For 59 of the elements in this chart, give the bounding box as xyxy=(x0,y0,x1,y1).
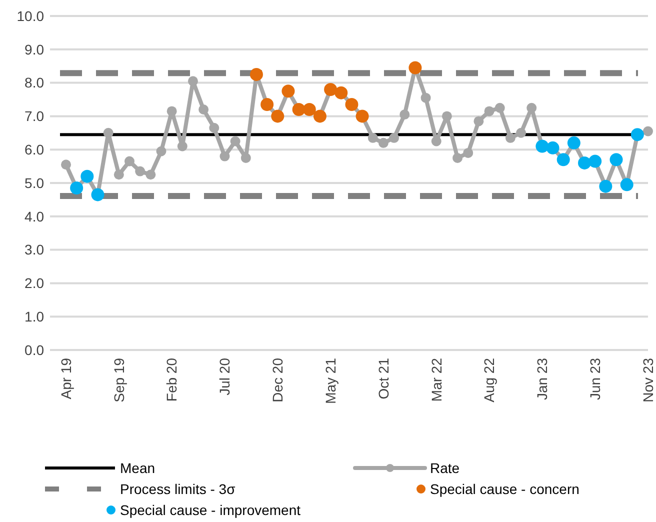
point xyxy=(494,102,505,113)
point xyxy=(452,152,463,163)
point xyxy=(124,156,134,166)
y-tick-label: 4.0 xyxy=(24,208,44,224)
x-tick-label: Apr 19 xyxy=(58,358,74,400)
x-tick-label: Jul 20 xyxy=(216,358,233,396)
y-tick-label: 0.0 xyxy=(24,342,44,358)
point xyxy=(526,102,537,113)
x-tick-label: Jun 23 xyxy=(586,358,603,400)
x-tick-label: Oct 21 xyxy=(375,358,392,400)
point xyxy=(61,160,71,170)
point xyxy=(420,92,431,103)
y-tick-label: 8.0 xyxy=(24,74,44,91)
point xyxy=(166,106,177,116)
legend-label: Special cause - concern xyxy=(430,480,580,497)
point xyxy=(209,122,220,133)
x-tick-label: May 21 xyxy=(322,358,338,404)
point xyxy=(400,110,410,120)
point xyxy=(103,128,114,138)
y-tick-label: 1.0 xyxy=(24,308,44,324)
point xyxy=(643,126,653,136)
y-tick-label: 3.0 xyxy=(24,242,44,258)
point xyxy=(378,138,388,148)
point xyxy=(156,146,166,156)
legend-label: Mean xyxy=(120,460,156,476)
point xyxy=(114,170,124,180)
y-tick-label: 9.0 xyxy=(24,41,44,58)
y-tick-label: 10.0 xyxy=(16,8,44,24)
point xyxy=(516,128,526,138)
x-tick-label: Jan 23 xyxy=(534,358,550,400)
point xyxy=(368,132,378,143)
x-tick-label: Mar 22 xyxy=(428,358,444,402)
point xyxy=(431,136,442,146)
legend-label: Special cause - improvement xyxy=(120,502,301,518)
y-tick-label: 5.0 xyxy=(24,174,44,191)
x-tick-label: Aug 22 xyxy=(481,358,498,402)
point xyxy=(135,166,146,176)
x-tick-label: Feb 20 xyxy=(164,358,180,402)
x-tick-label: Nov 23 xyxy=(640,358,656,402)
point xyxy=(484,106,494,116)
y-tick-label: 2.0 xyxy=(24,275,44,292)
point xyxy=(474,116,484,126)
y-tick-label: 6.0 xyxy=(24,142,44,158)
point xyxy=(198,104,209,115)
point xyxy=(220,151,230,162)
point xyxy=(442,111,452,122)
point xyxy=(389,132,400,143)
point xyxy=(177,141,188,152)
x-tick-label: Sep 19 xyxy=(110,358,127,402)
legend-label: Rate xyxy=(430,460,460,476)
point xyxy=(505,132,516,143)
point xyxy=(463,148,474,158)
point xyxy=(188,76,198,86)
point xyxy=(240,152,251,163)
point xyxy=(146,170,156,180)
legend-label: Process limits - 3σ xyxy=(120,480,236,497)
x-tick-label: Dec 20 xyxy=(270,358,286,402)
y-tick-label: 7.0 xyxy=(24,108,44,124)
point xyxy=(230,136,240,146)
